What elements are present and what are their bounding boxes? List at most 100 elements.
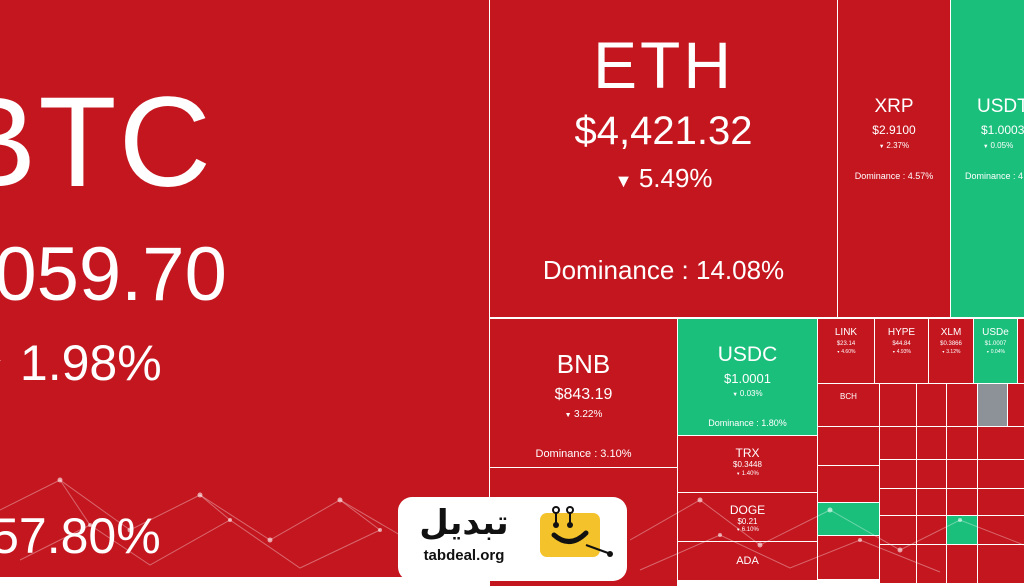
- tile-usdt[interactable]: USDT $1.0003 ▼ 0.05% Dominance : 4: [950, 0, 1024, 318]
- tile-price: $0.21: [737, 517, 758, 526]
- tile-small[interactable]: [916, 488, 947, 516]
- tile-symbol: USDC: [717, 343, 778, 366]
- tile-symbol: XLM: [940, 327, 962, 338]
- tile-change: ▼ 0.03%: [732, 389, 763, 398]
- change-down-icon: ▼: [564, 412, 572, 419]
- change-down-icon: ▼: [892, 350, 896, 354]
- tile-small[interactable]: [977, 383, 1008, 427]
- tile-symbol: USDT: [977, 96, 1024, 117]
- tile-change: ▼4.60%: [836, 349, 856, 355]
- tile-symbol: DOGE: [729, 503, 766, 517]
- tile-small[interactable]: [879, 426, 917, 460]
- tile-symbol: XRP: [874, 96, 914, 117]
- tile-change: ▼6.10%: [736, 527, 759, 533]
- change-down-icon: ▼: [878, 144, 885, 150]
- tile-hype[interactable]: HYPE $44.84 ▼4.93%: [874, 318, 929, 384]
- tile-price: $843.19: [554, 386, 613, 403]
- change-down-icon: ▼: [986, 350, 990, 354]
- tile-small[interactable]: [946, 426, 978, 460]
- change-down-icon: ▼: [983, 144, 989, 150]
- tile-change: ▼0.04%: [986, 349, 1005, 355]
- tile-small[interactable]: [977, 515, 1024, 545]
- tile-small[interactable]: [817, 502, 880, 536]
- tile-btc[interactable]: BTC 0,059.70 ▼1.98% ance : 57.80%: [0, 0, 490, 578]
- tile-symbol: BNB: [556, 349, 611, 379]
- tile-symbol: ETH: [593, 28, 734, 102]
- tile-link[interactable]: LINK $23.14 ▼4.60%: [817, 318, 875, 384]
- tile-dominance: Dominance : 3.10%: [535, 448, 632, 460]
- tile-change: ▼1.98%: [0, 334, 162, 392]
- tile-small[interactable]: [817, 535, 880, 580]
- tile-small[interactable]: [977, 544, 1024, 584]
- tile-small[interactable]: [817, 426, 880, 466]
- tile-price: $44.84: [892, 341, 911, 347]
- tile-symbol: BTC: [0, 71, 213, 214]
- tile-dominance: Dominance : 4.57%: [854, 171, 934, 181]
- brand-domain: tabdeal.org: [423, 547, 505, 564]
- tile-price: $1.0003: [981, 123, 1024, 137]
- tile-trx[interactable]: TRX $0.3448 ▼1.40%: [677, 435, 818, 493]
- change-down-icon: ▼: [941, 350, 946, 354]
- tile-change: ▼ 3.22%: [564, 409, 603, 420]
- tile-small[interactable]: [946, 459, 978, 489]
- tile-usde[interactable]: USDe $1.0007 ▼0.04%: [973, 318, 1018, 384]
- tile-price: 0,059.70: [0, 232, 227, 317]
- tile-small[interactable]: [946, 544, 978, 584]
- tile-small[interactable]: [916, 426, 947, 460]
- tabdeal-logo-icon: [540, 506, 613, 557]
- tile-bnb[interactable]: BNB $843.19 ▼ 3.22% Dominance : 3.10%: [489, 318, 678, 468]
- tile-small[interactable]: [817, 465, 880, 503]
- tile-price: $1.0007: [984, 341, 1007, 347]
- tile-small[interactable]: [977, 488, 1024, 516]
- tile-small[interactable]: [1007, 383, 1024, 427]
- tile-small[interactable]: [977, 459, 1024, 489]
- tile-doge[interactable]: DOGE $0.21 ▼6.10%: [677, 492, 818, 542]
- tile-dominance: Dominance : 1.80%: [708, 418, 787, 428]
- tile-usdc[interactable]: USDC $1.0001 ▼ 0.03% Dominance : 1.80%: [677, 318, 818, 436]
- tile-small[interactable]: [879, 544, 917, 584]
- tile-price: $0.3866: [940, 341, 962, 347]
- tile-ada[interactable]: ADA: [677, 541, 818, 581]
- tile-small[interactable]: [879, 515, 917, 545]
- brand-name-fa: تبدیل: [419, 503, 509, 543]
- tile-small[interactable]: [916, 515, 947, 545]
- tile-change: ▼4.93%: [892, 349, 911, 355]
- tile-price: $2.9100: [872, 123, 916, 137]
- tile-change: ▼ 5.49%: [614, 163, 713, 193]
- tile-bch[interactable]: BCH: [817, 383, 880, 427]
- tile-unlabeled[interactable]: [1017, 318, 1024, 384]
- tile-small[interactable]: [916, 544, 947, 584]
- tile-xrp[interactable]: XRP $2.9100 ▼ 2.37% Dominance : 4.57%: [837, 0, 951, 318]
- tile-small[interactable]: [946, 488, 978, 516]
- tile-small[interactable]: [946, 515, 978, 545]
- tile-eth[interactable]: ETH $4,421.32 ▼ 5.49% Dominance : 14.08%: [489, 0, 838, 318]
- tile-small[interactable]: [879, 488, 917, 516]
- tile-change: ▼ 2.37%: [878, 141, 910, 150]
- tile-small[interactable]: [916, 459, 947, 489]
- tile-price: $1.0001: [724, 371, 771, 386]
- tile-dominance: ance : 57.80%: [0, 508, 161, 564]
- tile-symbol: LINK: [834, 327, 858, 338]
- tile-xlm[interactable]: XLM $0.3866 ▼3.12%: [928, 318, 974, 384]
- change-down-icon: ▼: [0, 349, 8, 388]
- tile-symbol: BCH: [840, 392, 857, 401]
- tile-symbol: TRX: [735, 446, 760, 460]
- change-down-icon: ▼: [732, 392, 738, 398]
- tabdeal-logo-card: تبدیل tabdeal.org: [398, 497, 627, 581]
- tile-change: ▼1.40%: [736, 471, 759, 477]
- tile-symbol: USDe: [982, 327, 1009, 338]
- tile-small[interactable]: [879, 383, 917, 427]
- tile-small[interactable]: [977, 426, 1024, 460]
- tile-small[interactable]: [946, 383, 978, 427]
- tile-dominance: Dominance : 14.08%: [542, 255, 785, 285]
- tile-change: ▼3.12%: [941, 349, 961, 355]
- tile-small[interactable]: [916, 383, 947, 427]
- change-down-icon: ▼: [736, 527, 741, 532]
- change-down-icon: ▼: [736, 471, 741, 476]
- tile-price: $4,421.32: [574, 109, 753, 153]
- tile-symbol: HYPE: [887, 327, 916, 338]
- tile-price: $23.14: [836, 341, 856, 347]
- tile-small[interactable]: [879, 459, 917, 489]
- tile-dominance: Dominance : 4: [965, 171, 1024, 181]
- tile-price: $0.3448: [733, 460, 762, 469]
